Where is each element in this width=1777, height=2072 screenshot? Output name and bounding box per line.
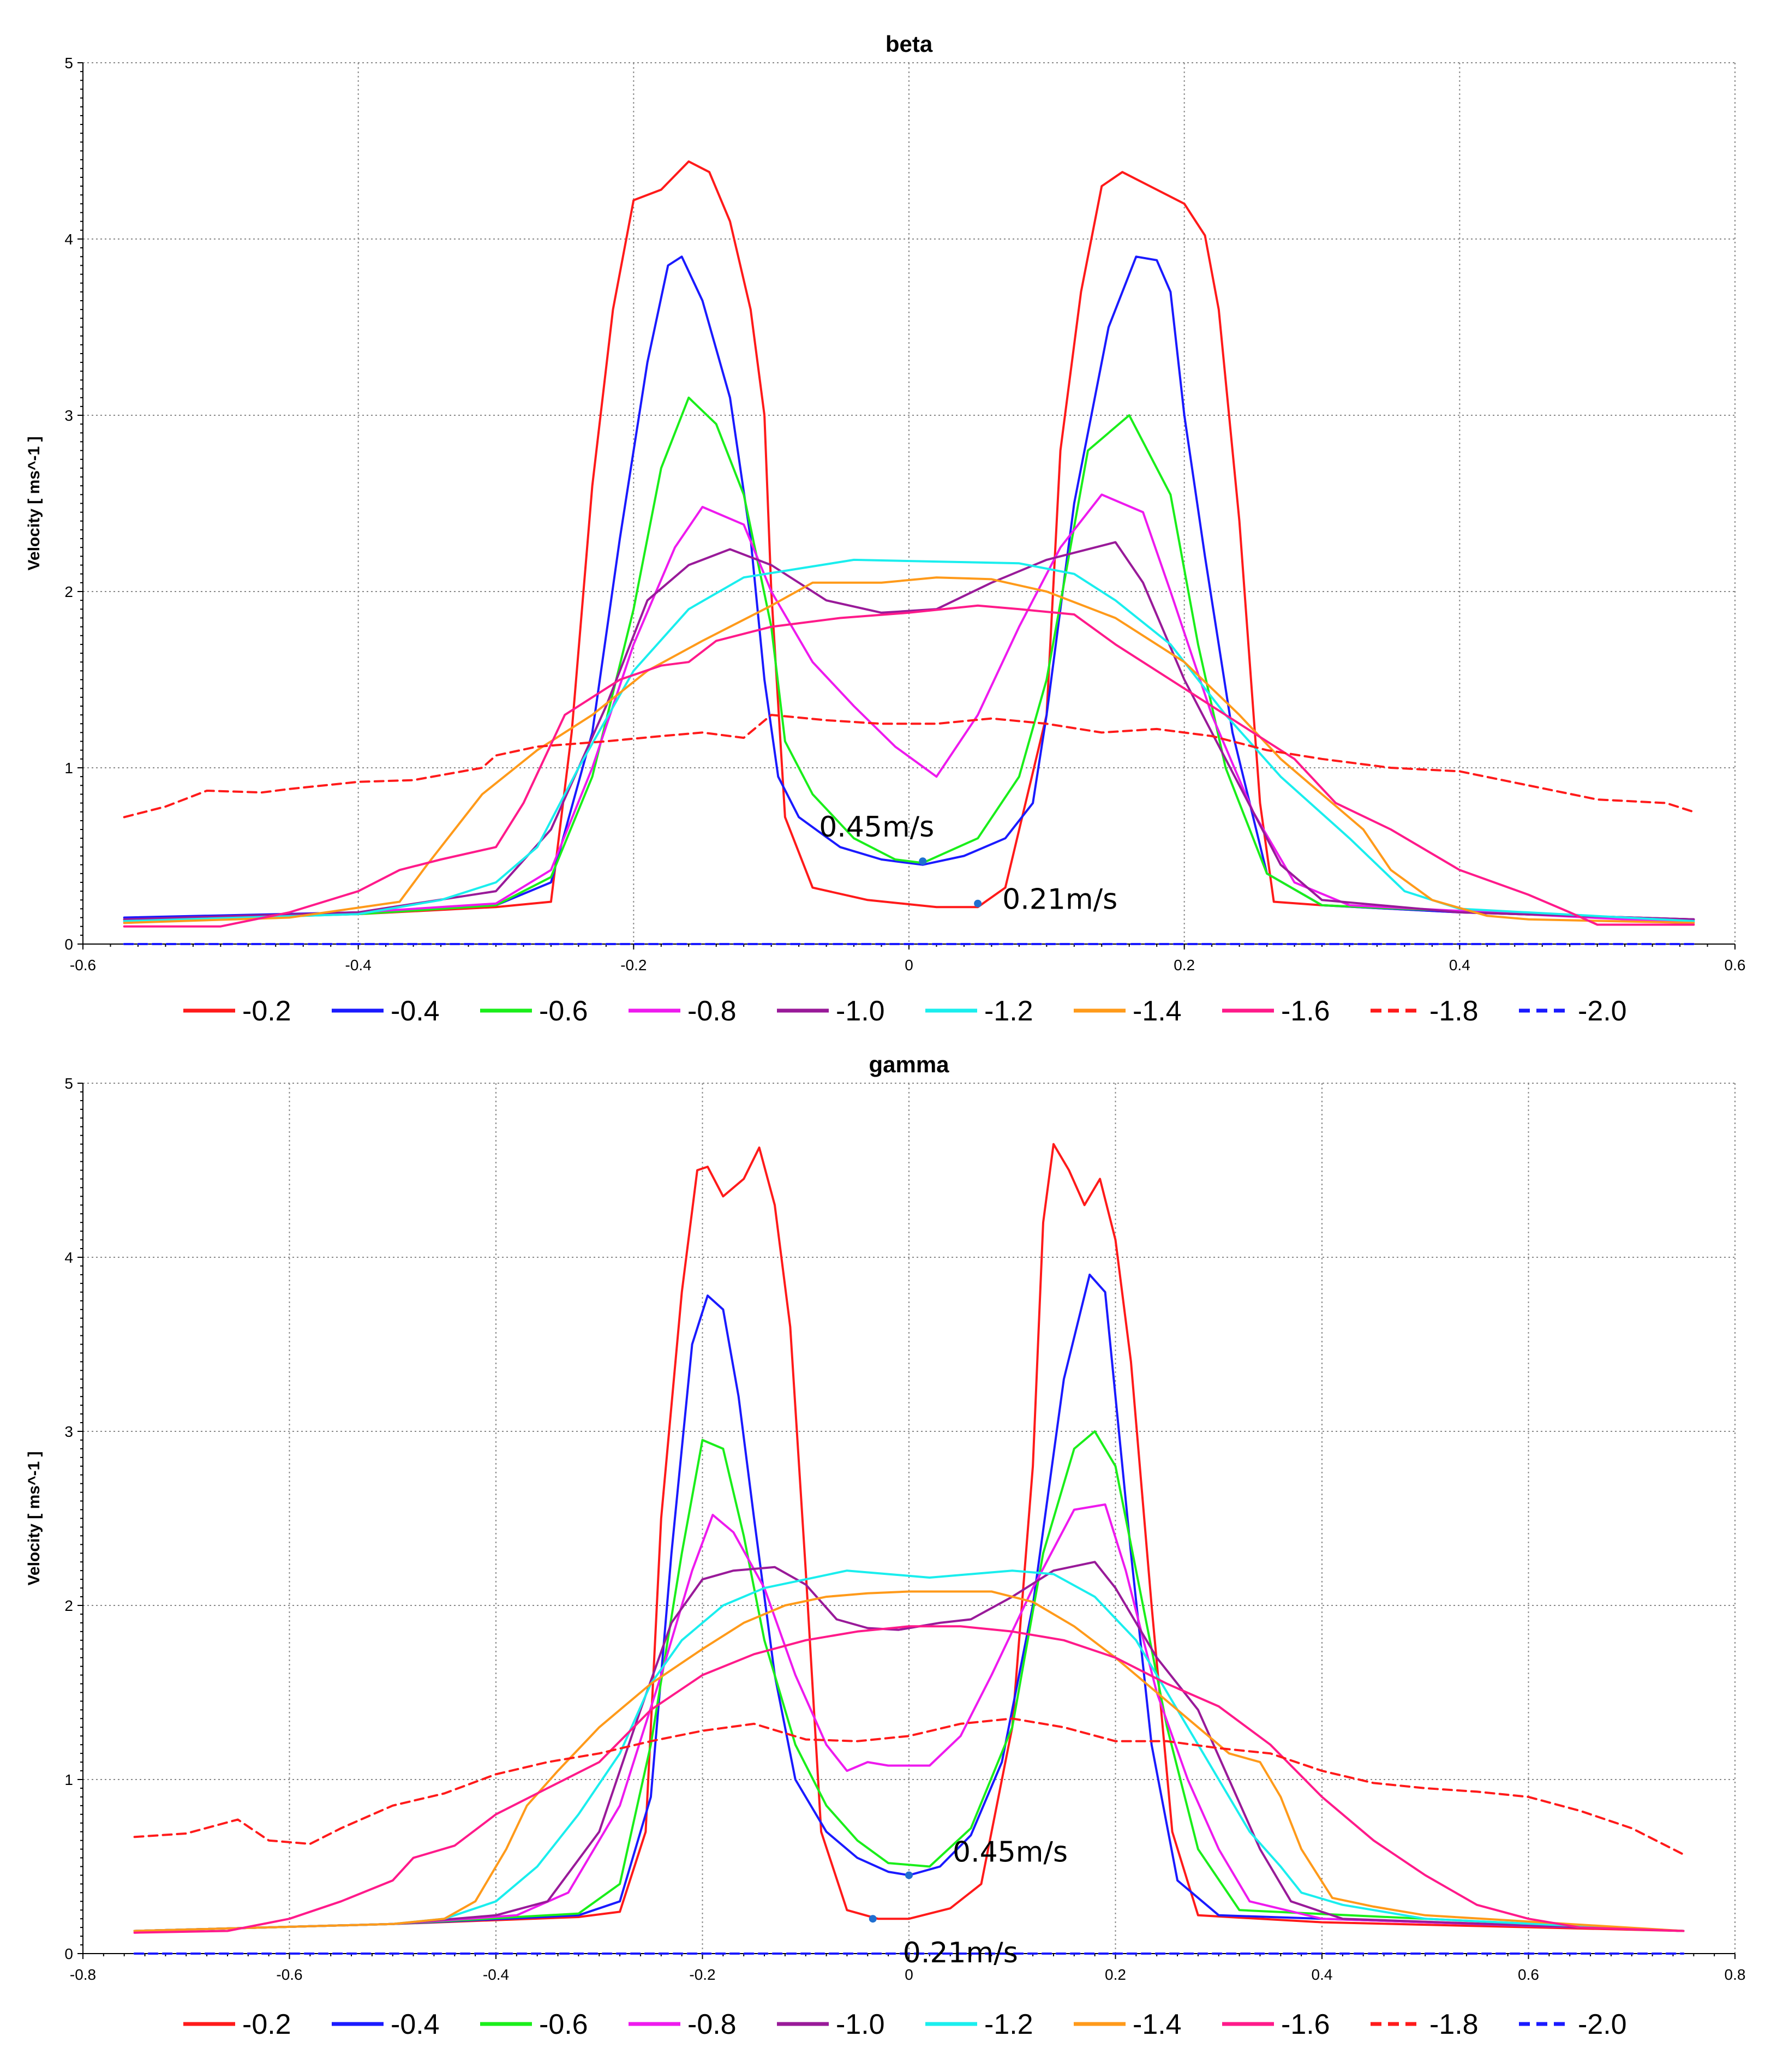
beta-xtick-label: 0.4	[1449, 957, 1470, 974]
beta-annotation-label: 0.45m/s	[819, 811, 934, 844]
beta-ytick-label: 3	[64, 407, 73, 424]
gamma-legend-label: -1.4	[1133, 2009, 1182, 2040]
gamma-legend-item: -2.0	[1519, 2009, 1627, 2040]
gamma-series-line--1.2	[133, 1569, 1685, 1932]
gamma-ytick-label: 1	[64, 1771, 73, 1788]
gamma-legend-label: -0.8	[687, 2009, 737, 2040]
beta-annotation-point	[919, 857, 927, 865]
gamma-ytick-label: 0	[64, 1945, 73, 1962]
beta-xtick-label: -0.4	[345, 957, 372, 974]
gamma-legend-label: -2.0	[1578, 2009, 1627, 2040]
beta-xtick-label: -0.2	[620, 957, 647, 974]
beta-y-axis-label: Velocity [ ms^-1 ]	[25, 437, 43, 571]
gamma-series-line--1.6	[133, 1625, 1685, 1934]
beta-legend-item: -2.0	[1519, 995, 1627, 1027]
gamma-xtick-label: -0.2	[689, 1966, 715, 1983]
beta-legend-label: -2.0	[1578, 995, 1627, 1027]
beta-chart-title: beta	[885, 31, 933, 57]
beta-series-line--1.2	[123, 558, 1695, 922]
gamma-legend-label: -0.4	[391, 2009, 440, 2040]
gamma-annotation-label: 0.45m/s	[953, 1836, 1068, 1868]
beta-series-line--0.4	[123, 255, 1695, 921]
gamma-legend-item: -0.6	[480, 2009, 588, 2040]
gamma-legend-label: -1.6	[1281, 2009, 1330, 2040]
beta-legend-item: -1.8	[1371, 995, 1479, 1027]
beta-ytick-label: 5	[64, 55, 73, 71]
gamma-chart-title: gamma	[869, 1052, 949, 1077]
beta-series-line--1.8	[123, 714, 1695, 819]
beta-legend-item: -0.4	[332, 995, 440, 1027]
gamma-xtick-label: -0.6	[276, 1966, 302, 1983]
beta-legend-label: -0.6	[539, 995, 588, 1027]
beta-legend-label: -1.8	[1429, 995, 1479, 1027]
beta-xtick-label: 0.6	[1725, 957, 1746, 974]
gamma-ytick-label: 2	[64, 1597, 73, 1614]
beta-series-line--0.8	[123, 493, 1695, 924]
gamma-legend-item: -1.4	[1074, 2009, 1182, 2040]
gamma-xtick-label: 0	[905, 1966, 913, 1983]
gamma-legend-item: -1.8	[1371, 2009, 1479, 2040]
beta-legend-item: -1.6	[1222, 995, 1330, 1027]
beta-xtick-label: 0	[905, 957, 913, 974]
beta-ytick-label: 4	[64, 231, 73, 248]
gamma-xtick-label: -0.4	[483, 1966, 509, 1983]
beta-legend-item: -1.2	[925, 995, 1033, 1027]
gamma-series-line--1.0	[133, 1561, 1685, 1932]
beta-legend-label: -1.0	[836, 995, 885, 1027]
gamma-legend-item: -0.4	[332, 2009, 440, 2040]
beta-legend-item: -0.6	[480, 995, 588, 1027]
beta-series-line--1.6	[123, 604, 1695, 928]
gamma-ytick-label: 4	[64, 1249, 73, 1266]
beta-ytick-label: 1	[64, 760, 73, 777]
beta-legend-item: -0.8	[629, 995, 737, 1027]
gamma-annotation-point	[905, 1871, 913, 1879]
gamma-legend-label: -1.8	[1429, 2009, 1479, 2040]
beta-legend-label: -1.2	[984, 995, 1033, 1027]
gamma-series-line--0.6	[133, 1430, 1685, 1932]
beta-series-line--1.4	[123, 576, 1695, 924]
gamma-xtick-label: 0.6	[1518, 1966, 1539, 1983]
beta-xtick-label: 0.2	[1174, 957, 1195, 974]
gamma-ytick-label: 3	[64, 1423, 73, 1440]
gamma-annotation-point	[869, 1915, 877, 1923]
beta-series-line--0.2	[123, 160, 1695, 921]
gamma-legend-item: -0.2	[183, 2009, 291, 2040]
beta-legend-label: -0.8	[687, 995, 737, 1027]
beta-xtick-label: -0.6	[70, 957, 96, 974]
gamma-xtick-label: 0.4	[1312, 1966, 1333, 1983]
gamma-series-line--1.4	[133, 1590, 1685, 1932]
gamma-legend-label: -1.2	[984, 2009, 1033, 2040]
beta-legend-item: -0.2	[183, 995, 291, 1027]
beta-legend-item: -1.4	[1074, 995, 1182, 1027]
gamma-legend-item: -1.2	[925, 2009, 1033, 2040]
beta-legend-label: -1.4	[1133, 995, 1182, 1027]
beta-legend-item: -1.0	[777, 995, 885, 1027]
gamma-series-line--0.4	[133, 1273, 1685, 1932]
gamma-legend-item: -1.0	[777, 2009, 885, 2040]
gamma-y-axis-label: Velocity [ ms^-1 ]	[25, 1452, 43, 1586]
gamma-legend-label: -0.6	[539, 2009, 588, 2040]
beta-chart-panel: 0 1 2 3 4 5 -0.6 -0.4 -0.2 0 0.2 0.4 0.6 beta Velocity…	[25, 31, 1745, 1027]
gamma-xtick-label: 0.8	[1725, 1966, 1746, 1983]
beta-annotation-label: 0.21m/s	[1002, 883, 1117, 916]
gamma-ytick-label: 5	[64, 1075, 73, 1092]
gamma-annotation-label: 0.21m/s	[903, 1937, 1018, 1969]
gamma-legend-item: -1.6	[1222, 2009, 1330, 2040]
gamma-xtick-label: 0.2	[1105, 1966, 1126, 1983]
gamma-legend-label: -0.2	[242, 2009, 291, 2040]
gamma-legend-item: -0.8	[629, 2009, 737, 2040]
beta-legend-label: -0.4	[391, 995, 440, 1027]
gamma-xtick-label: -0.8	[70, 1966, 96, 1983]
gamma-series-line--0.2	[133, 1143, 1685, 1932]
beta-legend-label: -0.2	[242, 995, 291, 1027]
beta-legend-label: -1.6	[1281, 995, 1330, 1027]
gamma-series-line--1.8	[133, 1717, 1685, 1856]
gamma-legend-label: -1.0	[836, 2009, 885, 2040]
beta-annotation-point	[974, 899, 982, 907]
gamma-chart-panel: 0 1 2 3 4 5 -0.8 -0.6 -0.4 -0.2 0 0.2 0.4 0.6 0.8 gamma…	[25, 1052, 1745, 2040]
gamma-series-line--0.8	[133, 1503, 1685, 1932]
beta-ytick-label: 0	[64, 936, 73, 953]
beta-ytick-label: 2	[64, 583, 73, 600]
